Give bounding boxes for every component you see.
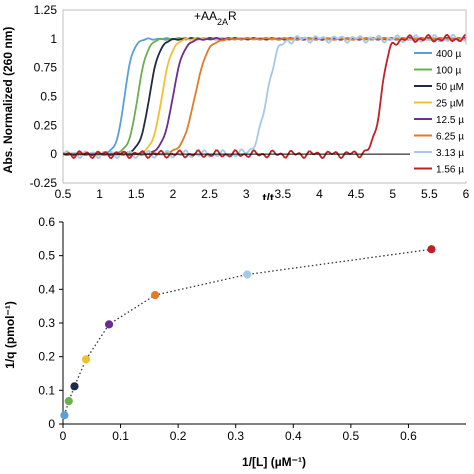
- annotation-label: +AA2AR: [194, 9, 237, 27]
- legend-entry: 50 µM: [436, 82, 464, 93]
- plot-frame: [62, 9, 467, 184]
- series-line: [62, 36, 467, 157]
- x-tick-label: 3: [243, 187, 250, 200]
- x-tick-label: 1: [96, 187, 103, 200]
- series-line: [62, 33, 467, 160]
- legend-entry: 25 µM: [436, 99, 464, 110]
- y-tick-labels: 0 0.1 0.2 0.3 0.4 0.5 0.6: [38, 215, 55, 431]
- legend-entry: 1.56 µ: [436, 165, 464, 176]
- y-axis-label: Abs. Normalized (260 nm): [1, 27, 15, 174]
- data-points: [60, 245, 436, 420]
- data-point: [60, 411, 69, 420]
- x-tick-label: 1.5: [128, 187, 145, 200]
- x-tick-label: 0.5: [55, 187, 72, 200]
- x-axis-label-sub: 0: [274, 200, 280, 201]
- y-tick-label: 0: [48, 417, 55, 431]
- y-tick-label: 0.6: [38, 215, 55, 229]
- data-point: [104, 320, 114, 329]
- y-tick-label: 0.75: [34, 61, 58, 75]
- data-point: [70, 382, 79, 391]
- legend-entry: 100 µ: [436, 66, 461, 77]
- x-tick-label: 0.4: [285, 429, 302, 443]
- legend-entry: 400 µ: [436, 49, 461, 60]
- x-tick-labels: 0.5 1 1.5 2 2.5 3 3.5 4 4.5 5 5.5 6: [55, 187, 470, 200]
- axes: [62, 9, 467, 184]
- x-tick-label: 6: [463, 187, 470, 200]
- y-tick-label: 0.5: [40, 90, 57, 104]
- x-tick-label: 4: [316, 187, 323, 200]
- x-axis-label: t/t0: [263, 191, 280, 200]
- y-tick-label: 0.3: [38, 316, 55, 330]
- legend-entry: 12.5 µ: [436, 115, 464, 126]
- data-point: [243, 270, 252, 279]
- series-line: [62, 36, 467, 156]
- data-point: [151, 290, 160, 300]
- y-tick-label: 0.5: [38, 249, 55, 263]
- series-line: [62, 33, 467, 160]
- y-tick-label: -0.25: [30, 176, 58, 190]
- x-tick-label: 4.5: [348, 187, 365, 200]
- x-tick-label: 5.5: [421, 187, 438, 200]
- series-line: [62, 36, 466, 157]
- series-line: [62, 36, 467, 157]
- data-point: [81, 355, 91, 364]
- x-tick-label: 0.5: [343, 429, 360, 443]
- annotation-prefix: +AA: [194, 9, 217, 23]
- x-tick-label: 5: [389, 187, 396, 200]
- x-tick-label: 2.5: [201, 187, 218, 200]
- y-tick-label: 1: [50, 32, 57, 46]
- legend-box: [410, 45, 474, 181]
- y-axis-label: 1/q (pmol⁻¹): [3, 301, 17, 369]
- annotation-sub: 2A: [217, 17, 228, 27]
- data-point: [64, 397, 73, 406]
- x-tick-label: 0.1: [112, 429, 129, 443]
- y-tick-label: 1.25: [34, 3, 58, 17]
- legend-entry: 6.25 µ: [436, 132, 464, 143]
- x-tick-labels: 0 0.1 0.2 0.3 0.4 0.5 0.6: [60, 429, 417, 443]
- y-tick-label: 0.1: [38, 383, 55, 397]
- series-line: [62, 36, 466, 157]
- y-tick-label: 0.2: [38, 350, 55, 364]
- double-reciprocal-chart: 0 0.1 0.2 0.3 0.4 0.5 0.6 00.10.20.30.40.50.6 …: [3, 215, 466, 469]
- y-tick-label: 0.25: [34, 118, 58, 132]
- legend-entry: 3.13 µ: [436, 148, 464, 159]
- series-line: [62, 36, 467, 157]
- legend: 400 µ 100 µ 50 µM 25 µM 12.5 µ 6.25 µ 3.13 µ 1.…: [410, 45, 474, 181]
- axes: [59, 221, 466, 428]
- annotation-suffix: R: [228, 9, 237, 23]
- kinetics-chart: 0.5 1 1.5 2 2.5 3 3.5 4 4.5 5 5.5 6 -0.2500.250.50.…: [1, 3, 474, 200]
- y-tick-labels: -0.25 0 0.25 0.5 0.75 1 1.25: [30, 3, 58, 190]
- data-point: [427, 245, 436, 254]
- series-lines: [62, 33, 467, 160]
- x-tick-label: 0.6: [400, 429, 417, 443]
- y-tick-label: 0.4: [38, 282, 55, 296]
- x-tick-label: 2: [170, 187, 177, 200]
- x-tick-label: 0.2: [170, 429, 187, 443]
- x-axis-label: 1/[L] (µM⁻¹): [242, 455, 306, 469]
- x-axis-label-main: t/t: [263, 191, 274, 200]
- x-tick-label: 3.5: [274, 187, 291, 200]
- y-tick-label: 0: [50, 147, 57, 161]
- x-tick-label: 0: [60, 429, 67, 443]
- x-tick-label: 0.3: [227, 429, 244, 443]
